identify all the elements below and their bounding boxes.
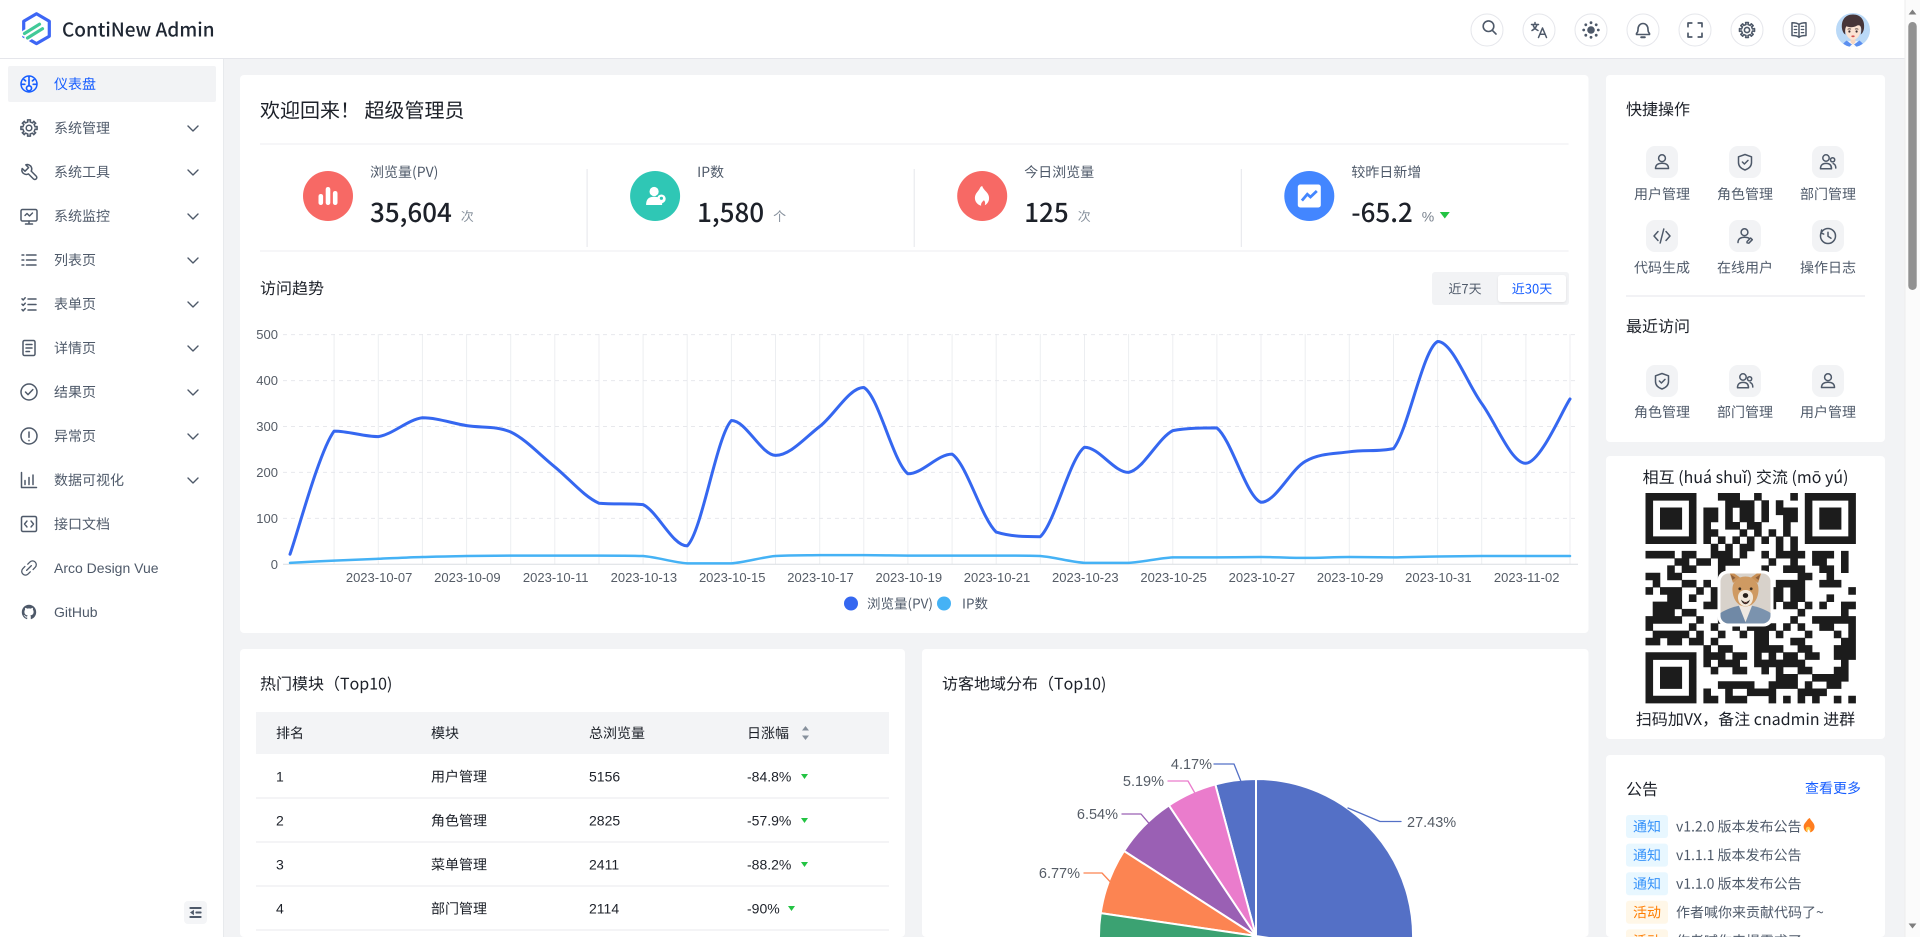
svg-text:2023-10-07: 2023-10-07 [346,570,413,585]
svg-text:2023-10-15: 2023-10-15 [699,570,766,585]
svg-text:2023-10-23: 2023-10-23 [1052,570,1119,585]
svg-text:5.19%: 5.19% [1123,774,1164,790]
svg-text:1: 1 [276,769,284,785]
svg-text:6.54%: 6.54% [1077,807,1118,823]
svg-text:%: % [1422,209,1434,225]
svg-text:-88.2%: -88.2% [747,857,791,873]
svg-text:4: 4 [276,901,284,917]
svg-text:2023-10-17: 2023-10-17 [787,570,854,585]
svg-text:2023-10-27: 2023-10-27 [1229,570,1296,585]
svg-text:2023-10-21: 2023-10-21 [964,570,1031,585]
svg-text:2023-10-13: 2023-10-13 [611,570,678,585]
svg-text:Arco Design Vue: Arco Design Vue [54,560,159,576]
svg-text:2023-10-29: 2023-10-29 [1317,570,1384,585]
svg-text:3: 3 [276,857,284,873]
svg-text:2411: 2411 [589,857,619,873]
svg-text:6.77%: 6.77% [1039,866,1080,882]
svg-text:GitHub: GitHub [54,604,98,620]
svg-text:2023-10-25: 2023-10-25 [1140,570,1207,585]
svg-text:100: 100 [256,511,278,526]
svg-text:2114: 2114 [589,901,619,917]
svg-text:300: 300 [256,419,278,434]
svg-text:2023-10-11: 2023-10-11 [523,570,589,585]
svg-text:27.43%: 27.43% [1407,815,1456,831]
svg-text:2023-10-19: 2023-10-19 [876,570,943,585]
svg-text:-84.8%: -84.8% [747,769,791,785]
svg-text:500: 500 [256,327,278,342]
svg-text:2023-11-02: 2023-11-02 [1494,570,1560,585]
svg-text:-90%: -90% [747,901,780,917]
svg-text:4.17%: 4.17% [1171,757,1212,773]
svg-text:0: 0 [271,557,278,572]
svg-text:2023-10-09: 2023-10-09 [434,570,501,585]
svg-text:2825: 2825 [589,813,620,829]
svg-text:5156: 5156 [589,769,620,785]
svg-text:-57.9%: -57.9% [747,813,791,829]
svg-text:2023-10-31: 2023-10-31 [1405,570,1472,585]
svg-text:400: 400 [256,373,278,388]
svg-text:2: 2 [276,813,284,829]
svg-text:200: 200 [256,465,278,480]
